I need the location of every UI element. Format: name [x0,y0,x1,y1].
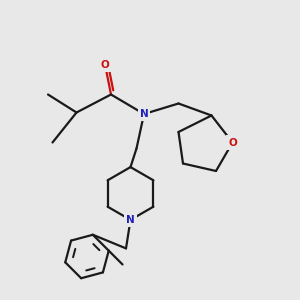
Text: O: O [100,59,109,70]
Text: N: N [126,215,135,225]
Text: N: N [140,109,148,119]
Text: O: O [228,137,237,148]
